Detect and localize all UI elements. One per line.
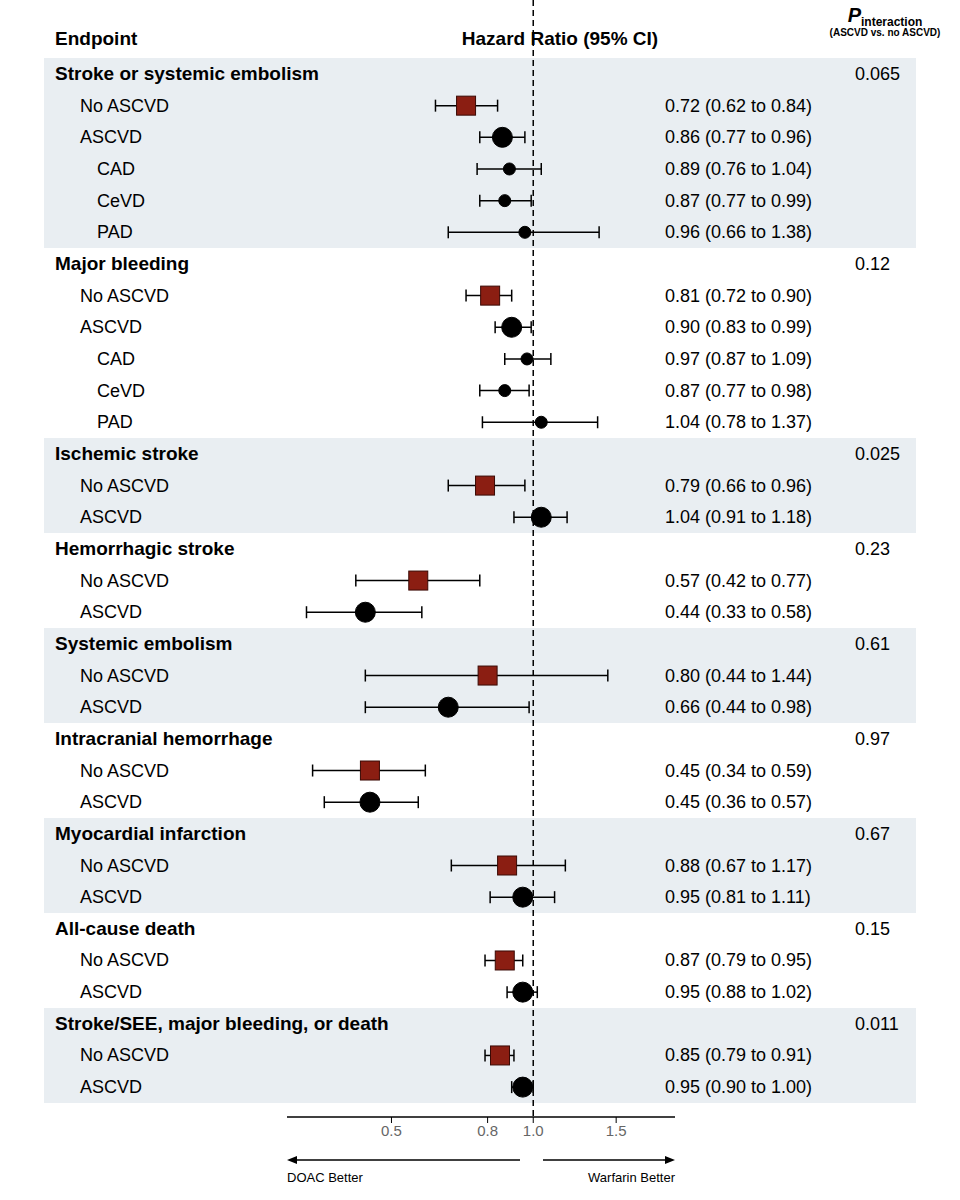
html-text:DOAC Better: DOAC Better bbox=[287, 1170, 363, 1185]
html-text:ASCVD: ASCVD bbox=[80, 1077, 142, 1098]
html-text:Ischemic stroke: Ischemic stroke bbox=[55, 442, 199, 464]
html-text:Myocardial infarction: Myocardial infarction bbox=[55, 822, 247, 844]
html-text:No ASCVD: No ASCVD bbox=[80, 760, 169, 781]
svg-text:0.5: 0.5 bbox=[381, 1122, 402, 1139]
html-text:0.065: 0.065 bbox=[855, 64, 900, 84]
html-text:0.97: 0.97 bbox=[855, 728, 890, 749]
html-text:0.12: 0.12 bbox=[855, 254, 890, 274]
html-text:ASCVD: ASCVD bbox=[80, 792, 142, 813]
html-text:Major bleeding: Major bleeding bbox=[55, 253, 190, 274]
html-text:All-cause death: All-cause death bbox=[55, 917, 196, 939]
html-text:Stroke/SEE, major bleeding, or: Stroke/SEE, major bleeding, or death bbox=[55, 1012, 389, 1034]
html-text:Endpoint: Endpoint bbox=[55, 28, 138, 49]
html-text:No ASCVD: No ASCVD bbox=[80, 1045, 169, 1066]
html-text:Hazard Ratio (95% CI): Hazard Ratio (95% CI) bbox=[461, 28, 659, 49]
html-text:0.79 (0.66 to 0.96): 0.79 (0.66 to 0.96) bbox=[665, 475, 813, 496]
html-text:0.45 (0.34 to 0.59): 0.45 (0.34 to 0.59) bbox=[665, 760, 813, 781]
html-text:0.86 (0.77 to 0.96): 0.86 (0.77 to 0.96) bbox=[665, 127, 813, 148]
html-text:Hemorrhagic stroke: Hemorrhagic stroke bbox=[55, 537, 235, 559]
html-text:No ASCVD: No ASCVD bbox=[80, 475, 169, 496]
svg-text:0.8: 0.8 bbox=[477, 1122, 498, 1139]
html-text:ASCVD: ASCVD bbox=[80, 887, 142, 908]
html-text:0.88 (0.67 to 1.17): 0.88 (0.67 to 1.17) bbox=[665, 855, 813, 876]
html-text:0.44 (0.33 to 0.58): 0.44 (0.33 to 0.58) bbox=[665, 602, 813, 623]
html-text:0.96 (0.66 to 1.38): 0.96 (0.66 to 1.38) bbox=[665, 222, 813, 243]
svg-text:1.0: 1.0 bbox=[523, 1122, 544, 1139]
html-text:0.87 (0.77 to 0.98): 0.87 (0.77 to 0.98) bbox=[665, 380, 813, 401]
html-text:0.90 (0.83 to 0.99): 0.90 (0.83 to 0.99) bbox=[665, 317, 813, 338]
html-text:0.87 (0.77 to 0.99): 0.87 (0.77 to 0.99) bbox=[665, 190, 813, 211]
html-text:PAD: PAD bbox=[97, 412, 133, 433]
html-text:Systemic embolism: Systemic embolism bbox=[55, 632, 233, 654]
html-text:No ASCVD: No ASCVD bbox=[80, 855, 169, 876]
html-text:ASCVD: ASCVD bbox=[80, 602, 142, 623]
html-text:0.025: 0.025 bbox=[855, 443, 900, 464]
html-text:0.95 (0.90 to 1.00): 0.95 (0.90 to 1.00) bbox=[665, 1077, 813, 1098]
html-text:Intracranial hemorrhage: Intracranial hemorrhage bbox=[55, 727, 273, 749]
html-text:No ASCVD: No ASCVD bbox=[80, 950, 169, 971]
html-text:0.67: 0.67 bbox=[855, 823, 890, 844]
html-text:PAD: PAD bbox=[97, 222, 133, 243]
html-text:0.95 (0.81 to 1.11): 0.95 (0.81 to 1.11) bbox=[665, 887, 811, 908]
html-text:0.85 (0.79 to 0.91): 0.85 (0.79 to 0.91) bbox=[665, 1045, 813, 1066]
html-text:1.04 (0.78 to 1.37): 1.04 (0.78 to 1.37) bbox=[665, 412, 813, 433]
html-text:ASCVD: ASCVD bbox=[80, 127, 142, 148]
html-text:0.66 (0.44 to 0.98): 0.66 (0.44 to 0.98) bbox=[665, 697, 813, 718]
html-text:0.45 (0.36 to 0.57): 0.45 (0.36 to 0.57) bbox=[665, 792, 813, 813]
html-text:No ASCVD: No ASCVD bbox=[80, 285, 169, 306]
html-text:0.81 (0.72 to 0.90): 0.81 (0.72 to 0.90) bbox=[665, 285, 813, 306]
html-text:ASCVD: ASCVD bbox=[80, 697, 142, 718]
html-text:1.04 (0.91 to 1.18): 1.04 (0.91 to 1.18) bbox=[665, 507, 813, 528]
html-text:Warfarin Better: Warfarin Better bbox=[588, 1170, 675, 1185]
html-text:CeVD: CeVD bbox=[97, 380, 145, 401]
html-text:0.011: 0.011 bbox=[855, 1013, 899, 1034]
html-text:0.89 (0.76 to 1.04): 0.89 (0.76 to 1.04) bbox=[665, 159, 813, 179]
html-text:No ASCVD: No ASCVD bbox=[80, 95, 169, 116]
html-text:0.57 (0.42 to 0.77): 0.57 (0.42 to 0.77) bbox=[665, 570, 813, 591]
html-text:ASCVD: ASCVD bbox=[80, 317, 142, 338]
html-text:(ASCVD vs. no ASCVD): (ASCVD vs. no ASCVD) bbox=[829, 27, 941, 39]
html-text:ASCVD: ASCVD bbox=[80, 507, 142, 528]
html-text:CAD: CAD bbox=[97, 348, 135, 369]
html-text:0.80 (0.44 to 1.44): 0.80 (0.44 to 1.44) bbox=[665, 665, 813, 686]
html-text:0.72 (0.62 to 0.84): 0.72 (0.62 to 0.84) bbox=[665, 95, 813, 116]
html-text:ASCVD: ASCVD bbox=[80, 982, 142, 1003]
html-text:CAD: CAD bbox=[97, 159, 135, 179]
html-text:0.15: 0.15 bbox=[855, 918, 890, 939]
html-text:0.97 (0.87 to 1.09): 0.97 (0.87 to 1.09) bbox=[665, 348, 813, 369]
html-text:0.61: 0.61 bbox=[855, 633, 890, 654]
html-text:0.23: 0.23 bbox=[855, 538, 890, 559]
html-text:Stroke or systemic embolism: Stroke or systemic embolism bbox=[55, 63, 319, 84]
html-text:CeVD: CeVD bbox=[97, 190, 145, 211]
html-text:Pinteraction: Pinteraction bbox=[847, 4, 923, 30]
html-text:No ASCVD: No ASCVD bbox=[80, 665, 169, 686]
svg-text:1.5: 1.5 bbox=[606, 1122, 627, 1139]
html-text:0.95 (0.88 to 1.02): 0.95 (0.88 to 1.02) bbox=[665, 982, 813, 1003]
html-text:0.87 (0.79 to 0.95): 0.87 (0.79 to 0.95) bbox=[665, 950, 813, 971]
html-text:No ASCVD: No ASCVD bbox=[80, 570, 169, 591]
